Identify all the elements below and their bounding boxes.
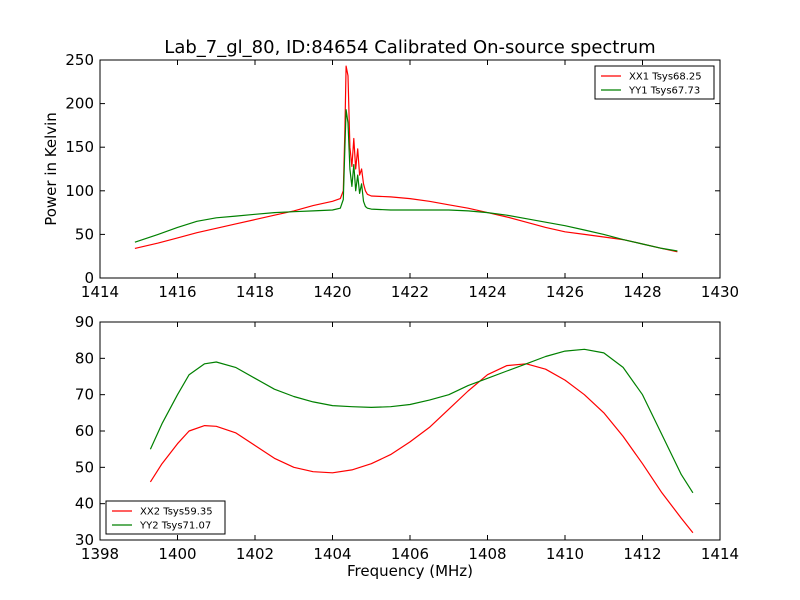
y-axis-title: Power in Kelvin — [42, 112, 60, 226]
y-tick-label: 100 — [65, 182, 94, 200]
y-tick-label: 70 — [75, 386, 94, 404]
y-tick-label: 250 — [65, 51, 94, 69]
series-line-2 — [134, 109, 678, 252]
x-axis-title: Frequency (MHz) — [347, 562, 473, 580]
series-line-1 — [134, 65, 678, 253]
y-tick-label: 50 — [75, 225, 94, 243]
x-tick-label: 1408 — [468, 545, 506, 563]
legend-frame — [594, 65, 715, 100]
x-tick-label: 1402 — [236, 545, 274, 563]
legend-frame — [105, 500, 226, 535]
y-tick-label: 200 — [65, 95, 94, 113]
x-tick-label: 1410 — [546, 545, 584, 563]
x-tick-label: 1412 — [623, 545, 661, 563]
x-tick-label: 1398 — [81, 545, 119, 563]
x-tick-label: 1416 — [158, 283, 196, 301]
series-line-1 — [149, 363, 694, 534]
x-tick-label: 1424 — [468, 283, 506, 301]
y-tick-label: 90 — [75, 313, 94, 331]
x-tick-label: 1400 — [158, 545, 196, 563]
x-tick-label: 1420 — [313, 283, 351, 301]
legend-label: YY1 Tsys67.73 — [628, 86, 700, 97]
y-tick-label: 50 — [75, 458, 94, 476]
legend: XX2 Tsys59.35 YY2 Tsys71.07 — [105, 500, 226, 535]
x-tick-label: 1418 — [236, 283, 274, 301]
top-axes: 1414 1416 1418 1420 1422 1424 1426 1428 1430 0 50 1… — [42, 51, 739, 301]
x-tick-label: 1430 — [701, 283, 739, 301]
legend-label: XX2 Tsys59.35 — [140, 507, 213, 518]
legend: XX1 Tsys68.25 YY1 Tsys67.73 — [594, 65, 715, 100]
bottom-axes: 1398 1400 1402 1404 1406 1408 1410 1412 1414 30 40… — [75, 313, 739, 580]
x-tick-label: 1428 — [623, 283, 661, 301]
x-tick-label: 1414 — [81, 283, 119, 301]
x-tick-label: 1406 — [391, 545, 429, 563]
legend-label: YY2 Tsys71.07 — [139, 521, 211, 532]
y-tick-label: 150 — [65, 138, 94, 156]
series-line-2 — [149, 348, 694, 494]
y-tick-label: 80 — [75, 349, 94, 367]
x-tick-label: 1404 — [313, 545, 351, 563]
y-tick-label: 40 — [75, 495, 94, 513]
legend-label: XX1 Tsys68.25 — [629, 72, 702, 83]
x-tick-label: 1426 — [546, 283, 584, 301]
y-tick-label: 60 — [75, 422, 94, 440]
x-tick-label: 1414 — [701, 545, 739, 563]
figure-title: Lab_7_gl_80, ID:84654 Calibrated On-sour… — [164, 37, 655, 58]
y-tick-label: 0 — [84, 269, 94, 287]
x-tick-label: 1422 — [391, 283, 429, 301]
y-tick-label: 30 — [75, 531, 94, 549]
